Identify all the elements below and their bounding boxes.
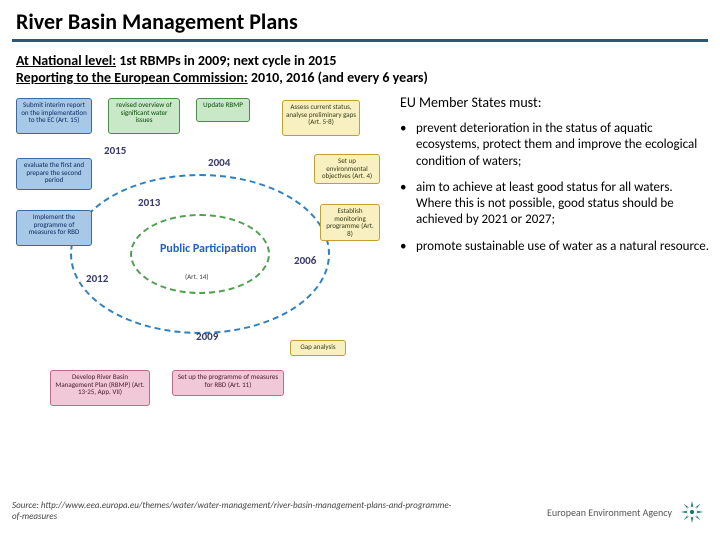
process-box: Set up the programme of measures for RBD… [172, 370, 284, 396]
eea-logo: European Environment Agency [547, 498, 706, 526]
process-box: Develop River Basin Management Plan (RBM… [50, 370, 150, 406]
bullet-list: •prevent deterioration in the status of … [400, 121, 710, 255]
year-label: 2009 [196, 330, 218, 343]
content-row: Public Participation (Art. 14) Submit in… [0, 94, 720, 424]
subtitle-l1-rest: 1st RBMPs in 2009; next cycle in 2015 [116, 52, 336, 69]
year-label: 2006 [294, 254, 316, 267]
process-box: Submit interim report on the implementat… [16, 98, 92, 134]
subtitle-l2-rest: 2010, 2016 (and every 6 years) [248, 69, 428, 86]
page-title: River Basin Management Plans [0, 0, 720, 39]
cycle-diagram: Public Participation (Art. 14) Submit in… [10, 94, 390, 424]
bullet-text: aim to achieve at least good status for … [416, 180, 710, 229]
bullet-marker: • [400, 239, 416, 255]
bullet-item: •aim to achieve at least good status for… [400, 180, 710, 229]
bullet-text: prevent deterioration in the status of a… [416, 121, 710, 170]
eea-logo-icon [678, 498, 706, 526]
title-underline [12, 39, 708, 42]
process-box: Establish monitoring programme (Art. 8) [320, 204, 380, 241]
year-label: 2004 [208, 156, 230, 169]
public-participation-article: (Art. 14) [185, 272, 209, 281]
requirements-column: EU Member States must: •prevent deterior… [390, 94, 710, 424]
process-box: Update RBMP [196, 98, 250, 122]
subtitle-l2-label: Reporting to the European Commission: [16, 69, 248, 86]
bullet-text: promote sustainable use of water as a na… [416, 239, 710, 255]
bullet-marker: • [400, 121, 416, 170]
process-box: Implement the programme of measures for … [16, 210, 92, 246]
process-box: Assess current status, analyse prelimina… [282, 100, 360, 136]
bullet-item: •promote sustainable use of water as a n… [400, 239, 710, 255]
year-label: 2012 [86, 272, 108, 285]
year-label: 2013 [138, 196, 160, 209]
public-participation-label: Public Participation [160, 242, 256, 256]
subtitle: At National level: 1st RBMPs in 2009; ne… [0, 52, 720, 94]
year-label: 2015 [104, 144, 126, 157]
subtitle-l1-label: At National level: [16, 52, 116, 69]
process-box: Set up environmental objectives (Art. 4) [314, 154, 380, 184]
bullet-marker: • [400, 180, 416, 229]
process-box: Gap analysis [290, 340, 346, 356]
process-box: revised overview of significant water is… [108, 98, 180, 134]
process-box: evaluate the first and prepare the secon… [16, 158, 92, 190]
must-heading: EU Member States must: [400, 94, 710, 111]
logo-text: European Environment Agency [547, 506, 672, 519]
bullet-item: •prevent deterioration in the status of … [400, 121, 710, 170]
source-citation: Source: http://www.eea.europa.eu/themes/… [12, 500, 452, 522]
